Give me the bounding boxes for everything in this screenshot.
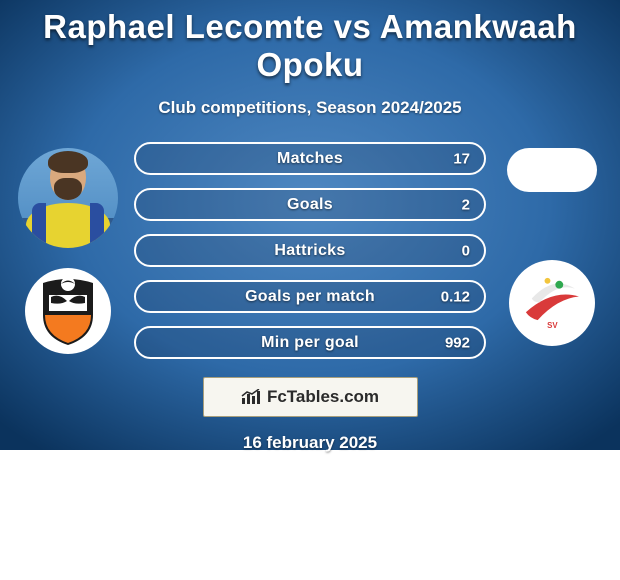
player-left-club-crest — [25, 268, 111, 354]
page-title: Raphael Lecomte vs Amankwaah Opoku — [0, 0, 620, 84]
brand-text: FcTables.com — [267, 387, 379, 407]
stat-bar-goals-per-match: Goals per match 0.12 — [134, 280, 486, 313]
stat-label: Min per goal — [261, 334, 359, 352]
stat-bar-min-per-goal: Min per goal 992 — [134, 326, 486, 359]
stat-bars: Matches 17 Goals 2 Hattricks 0 Goals per… — [128, 142, 492, 359]
stat-right-value: 0.12 — [441, 288, 470, 305]
bar-chart-icon — [241, 389, 261, 405]
stat-right-value: 0 — [462, 242, 470, 259]
subtitle: Club competitions, Season 2024/2025 — [0, 98, 620, 118]
stat-label: Goals — [287, 196, 333, 214]
stat-bar-hattricks: Hattricks 0 — [134, 234, 486, 267]
shield-icon — [39, 275, 97, 347]
stat-right-value: 2 — [462, 196, 470, 213]
comparison-card: Raphael Lecomte vs Amankwaah Opoku Club … — [0, 0, 620, 450]
left-column — [8, 140, 128, 354]
content-row: Matches 17 Goals 2 Hattricks 0 Goals per… — [0, 140, 620, 359]
stat-bar-goals: Goals 2 — [134, 188, 486, 221]
player-left-avatar — [18, 148, 118, 248]
stat-label: Hattricks — [274, 242, 345, 260]
stat-label: Matches — [277, 150, 343, 168]
stat-right-value: 17 — [453, 150, 470, 167]
date-text: 16 february 2025 — [0, 433, 620, 453]
player-right-club-crest: SV — [509, 260, 595, 346]
stat-label: Goals per match — [245, 288, 375, 306]
stat-bar-matches: Matches 17 — [134, 142, 486, 175]
brand-watermark[interactable]: FcTables.com — [203, 377, 418, 417]
player-right-avatar — [507, 148, 597, 192]
svg-text:SV: SV — [547, 321, 558, 330]
right-column: SV — [492, 140, 612, 346]
club-logo-icon: SV — [518, 269, 587, 338]
stat-right-value: 992 — [445, 334, 470, 351]
